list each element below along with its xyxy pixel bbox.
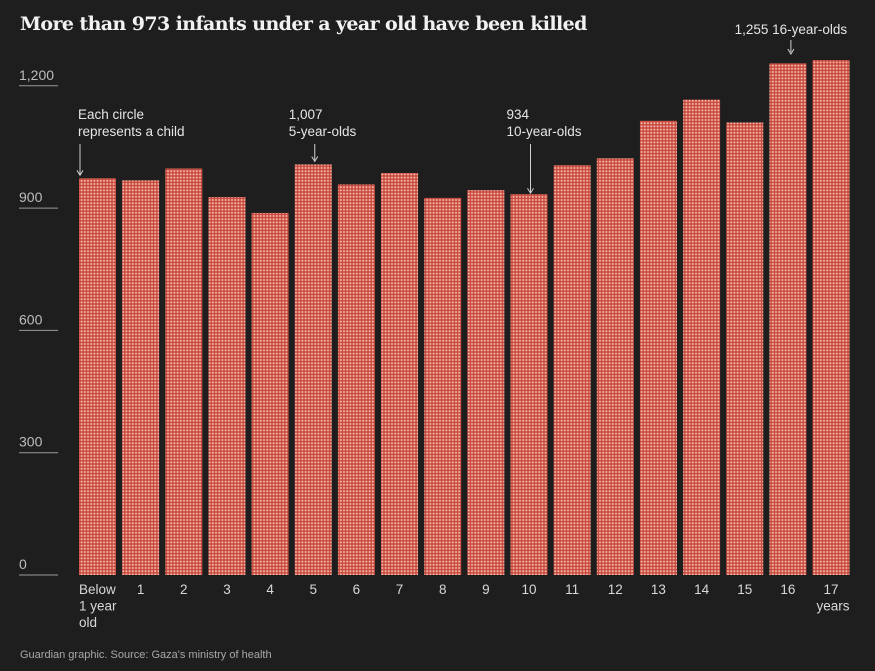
annotation-label: 934 — [507, 107, 530, 122]
annotation-arrowhead — [527, 187, 534, 195]
x-tick-label: 2 — [180, 582, 188, 597]
bar-2 — [165, 168, 203, 575]
x-tick-label: years — [817, 599, 850, 614]
bar-5 — [294, 164, 332, 575]
y-tick-label: 300 — [19, 434, 43, 450]
annotation-arrowhead — [76, 170, 84, 177]
source-note: Guardian graphic. Source: Gaza's ministr… — [20, 649, 272, 661]
bar-9 — [467, 190, 505, 575]
x-tick-label: 5 — [309, 582, 317, 597]
x-tick-label: 6 — [353, 582, 361, 597]
y-tick-label: 600 — [19, 311, 43, 327]
y-tick-label: 900 — [19, 189, 43, 205]
annotation-16: 1,255 16-year-olds — [735, 22, 848, 55]
annotation-arrowhead — [311, 156, 319, 163]
bar-14 — [683, 99, 721, 575]
annotation-label: 5-year-olds — [289, 124, 357, 139]
x-tick-label: 1 — [137, 582, 145, 597]
bar-15 — [726, 122, 764, 575]
x-tick-label: 8 — [439, 582, 447, 597]
bar-8 — [424, 197, 462, 575]
x-tick-label: 3 — [223, 582, 231, 597]
x-tick-label: 15 — [737, 582, 752, 597]
chart-title: More than 973 infants under a year old h… — [20, 13, 587, 35]
x-tick-label: 7 — [396, 582, 404, 597]
bar-7 — [381, 173, 419, 575]
annotation-label: represents a child — [78, 124, 185, 139]
x-tick-label: 11 — [565, 582, 579, 597]
x-tick-label: 14 — [694, 582, 710, 597]
annotation-arrowhead — [787, 48, 795, 55]
bar-4 — [251, 212, 289, 575]
bar-10 — [510, 194, 548, 575]
x-tick-label: 12 — [608, 582, 623, 597]
annotation-label: 1,007 — [289, 107, 323, 122]
x-tick-label: 13 — [651, 582, 666, 597]
annotation-0: Each circle represents a child — [76, 107, 185, 177]
x-tick-label: 1 year — [79, 599, 117, 614]
annotation-label: 1,255 16-year-olds — [735, 22, 848, 37]
x-tick-label: Below — [79, 582, 116, 597]
x-tick-label: 10 — [521, 582, 536, 597]
annotation-label: 10-year-olds — [507, 124, 582, 139]
annotation-10: 934 10-year-olds — [507, 107, 582, 195]
x-tick-label: old — [79, 615, 97, 630]
bar-6 — [337, 184, 375, 575]
bar-13 — [639, 120, 677, 575]
bar-16 — [769, 63, 807, 575]
x-tick-label: 9 — [482, 582, 490, 597]
annotation-5: 1,007 5-year-olds — [289, 107, 357, 163]
annotation-label: Each circle — [78, 107, 144, 122]
y-tick-label: 1,200 — [19, 67, 54, 83]
bar-11 — [553, 165, 591, 575]
bar-0 — [79, 178, 116, 576]
bar-17 — [812, 60, 850, 576]
y-tick-label: 0 — [19, 556, 27, 572]
bar-12 — [596, 158, 634, 576]
bar-1 — [122, 180, 160, 575]
bar-3 — [208, 197, 246, 576]
x-tick-label: 16 — [780, 582, 795, 597]
x-tick-label: 4 — [266, 582, 274, 597]
x-tick-label: 17 — [824, 582, 839, 597]
